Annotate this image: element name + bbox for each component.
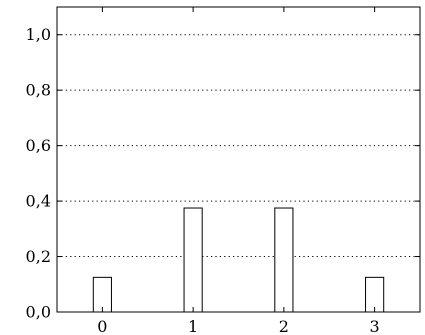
tick-labels: 0,0 0,2 0,4 0,6 0,8 1,0 0 1 2 3 — [26, 25, 380, 335]
ytick-label-5: 1,0 — [26, 25, 51, 44]
bar-3 — [365, 276, 385, 313]
bar-0 — [92, 276, 112, 313]
xtick-label-1: 1 — [188, 317, 198, 335]
ytick-label-4: 0,8 — [26, 81, 51, 100]
bar-1 — [183, 207, 203, 313]
bar-2 — [274, 207, 294, 313]
bars — [92, 207, 385, 313]
ticks — [57, 7, 420, 313]
ytick-label-3: 0,6 — [26, 136, 51, 155]
ytick-label-1: 0,2 — [26, 247, 51, 266]
xtick-label-3: 3 — [370, 317, 380, 335]
ytick-label-0: 0,0 — [26, 303, 51, 322]
grid-lines — [57, 34, 420, 258]
plot-frame — [56, 6, 421, 313]
xtick-label-2: 2 — [279, 317, 289, 335]
xtick-label-0: 0 — [97, 317, 107, 335]
ytick-label-2: 0,4 — [26, 192, 51, 211]
